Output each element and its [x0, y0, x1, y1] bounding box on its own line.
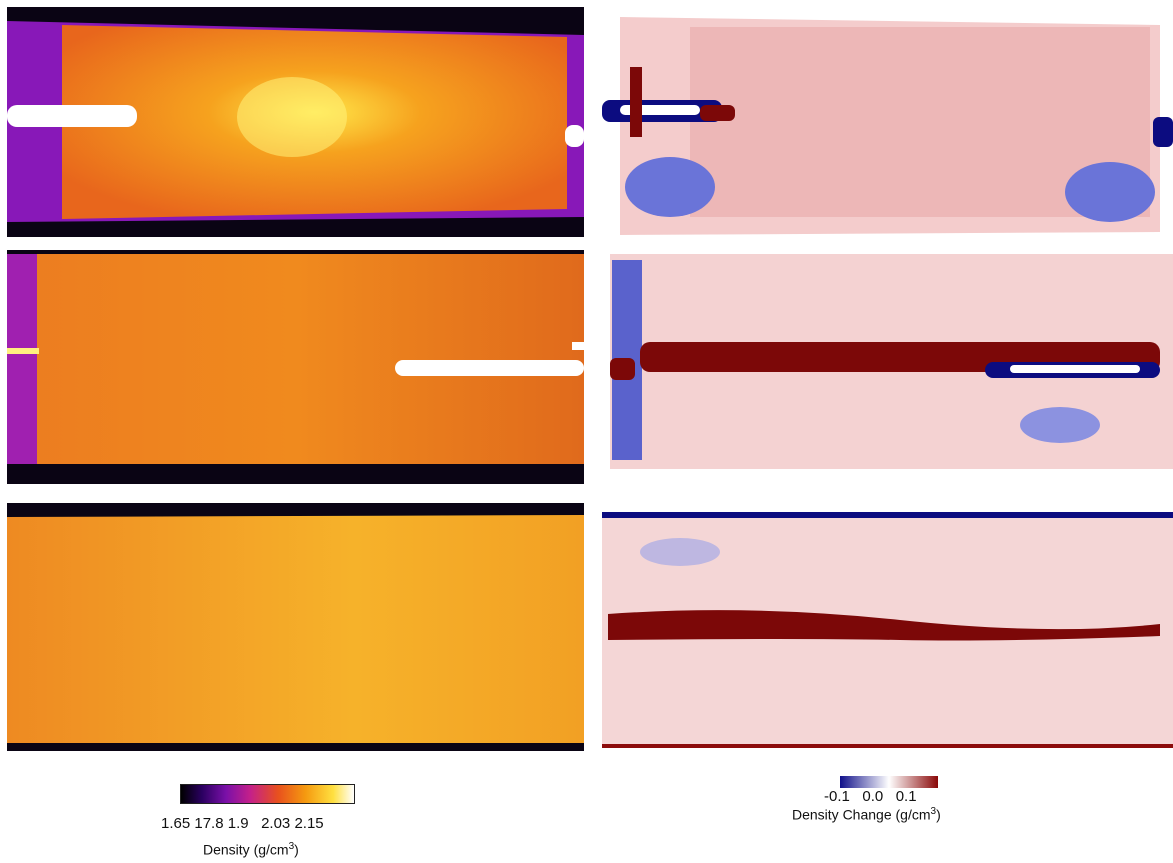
change-colorbar-label: Density Change (g/cm3): [792, 806, 941, 823]
change-panel-middle: [600, 250, 1173, 472]
change-label-prefix: Density Change (g/cm: [792, 806, 931, 823]
density-colorbar-ticks: 1.65 17.8 1.9 2.03 2.15: [161, 815, 324, 832]
change-colorbar-ticks: -0.1 0.0 0.1: [824, 788, 917, 805]
density-label-exp: 3: [288, 841, 295, 852]
density-colorbar-gradient: [180, 784, 355, 804]
change-colorbar-gradient: [840, 776, 938, 788]
density-colorbar: [180, 784, 355, 804]
change-label-suffix: ): [936, 806, 941, 823]
density-label-prefix: Density (g/cm: [203, 841, 289, 858]
change-panel-bottom: [600, 512, 1173, 752]
change-panel-top: [600, 7, 1173, 237]
change-colorbar: [840, 776, 938, 788]
density-panel-top: [7, 7, 584, 237]
density-colorbar-label: Density (g/cm3): [203, 841, 299, 858]
change-label-exp: 3: [930, 806, 937, 817]
density-panel-bottom: [7, 503, 584, 751]
density-panel-middle: [7, 250, 584, 484]
density-label-suffix: ): [294, 841, 299, 858]
